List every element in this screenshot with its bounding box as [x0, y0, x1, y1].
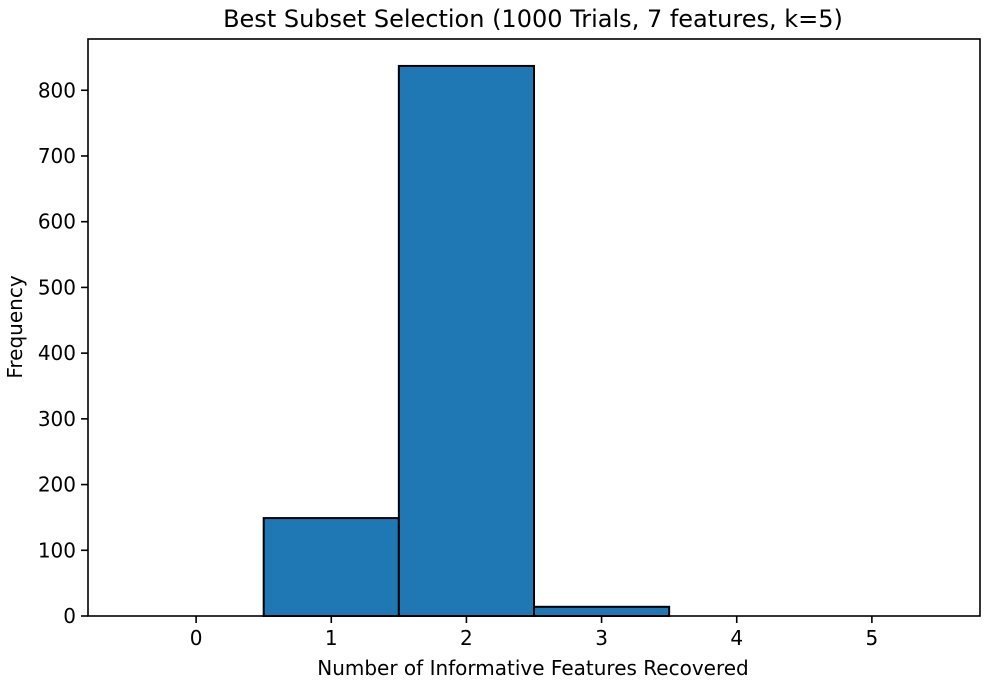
bar-3	[533, 605, 671, 617]
y-tick-label: 600	[38, 210, 76, 234]
bar-2	[397, 64, 535, 617]
y-tick-label: 0	[63, 604, 76, 628]
y-tick-label: 100	[38, 538, 76, 562]
x-tick-label: 4	[730, 626, 743, 650]
x-tick-label: 3	[595, 626, 608, 650]
y-tick-label: 300	[38, 407, 76, 431]
x-tick-label: 1	[325, 626, 338, 650]
x-axis: 0 1 2 3 4 5	[190, 616, 878, 650]
x-tick-label: 2	[460, 626, 473, 650]
y-axis: 0 100 200 300 400 500 600 700 800	[38, 78, 88, 628]
y-axis-title: Frequency	[3, 275, 27, 378]
bar-1	[262, 517, 400, 618]
plot-frame	[87, 38, 981, 617]
y-tick-label: 400	[38, 341, 76, 365]
chart-title: Best Subset Selection (1000 Trials, 7 fe…	[223, 5, 843, 33]
bars-layer	[262, 64, 671, 618]
y-tick-label: 200	[38, 473, 76, 497]
x-tick-label: 5	[866, 626, 879, 650]
y-tick-label: 500	[38, 275, 76, 299]
x-axis-title: Number of Informative Features Recovered	[317, 656, 749, 680]
y-tick-label: 800	[38, 78, 76, 102]
y-tick-label: 700	[38, 144, 76, 168]
x-tick-label: 0	[190, 626, 203, 650]
